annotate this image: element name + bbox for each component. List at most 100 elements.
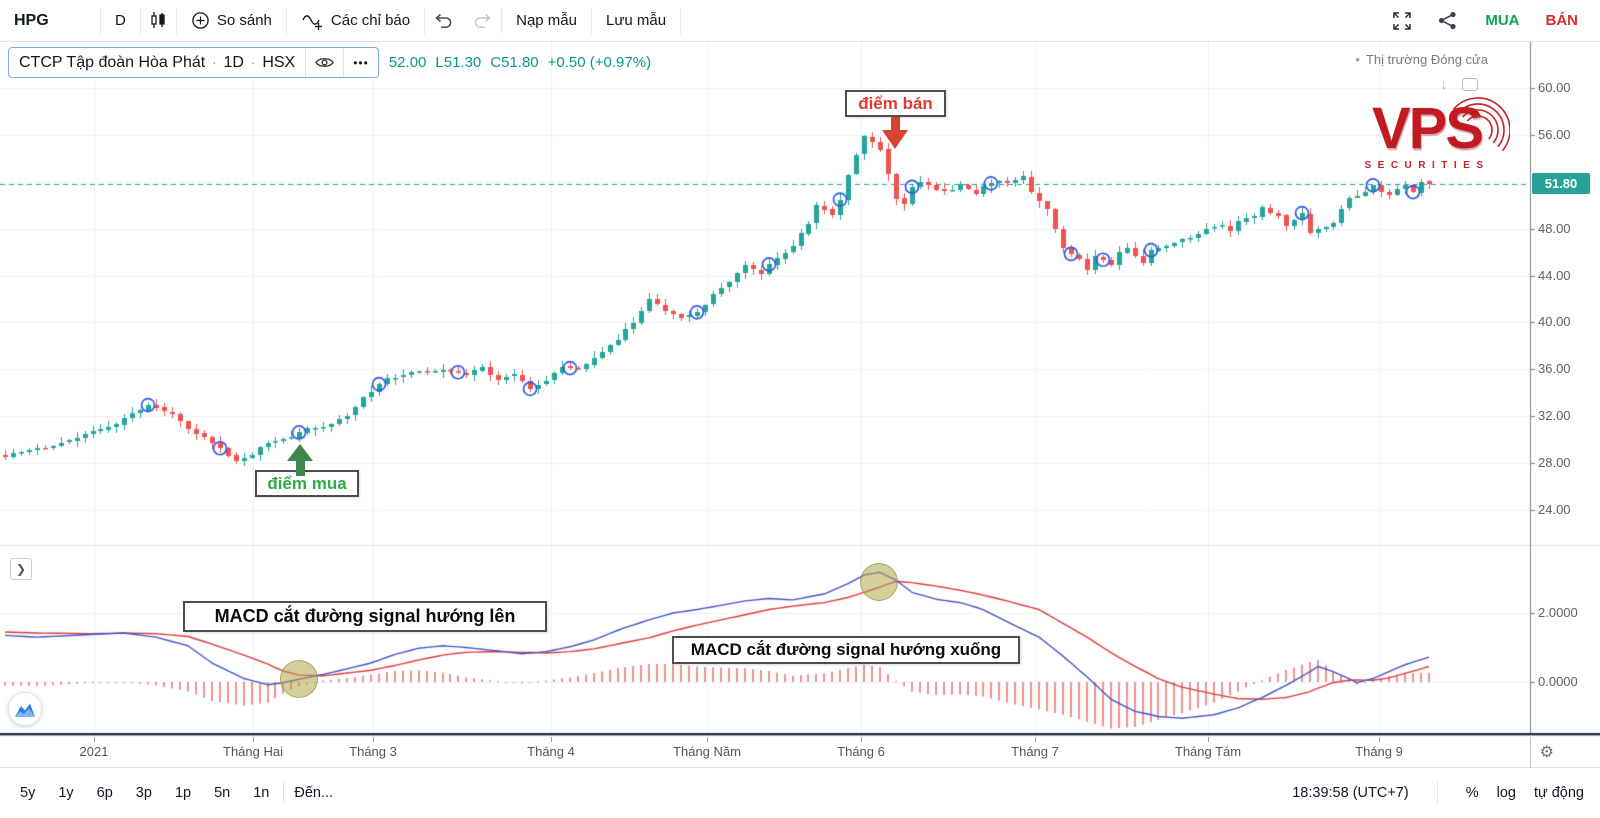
price-axis-label: 32.00: [1538, 408, 1571, 424]
ohlc-value: C51.80: [490, 54, 539, 71]
jump-to-recent-icon[interactable]: ↓: [1440, 76, 1448, 93]
auto-scale-button[interactable]: tự động: [1533, 785, 1584, 801]
indicators-label: Các chỉ báo: [330, 12, 411, 29]
range-button-5n[interactable]: 5n: [214, 785, 231, 801]
interval-label: D: [115, 12, 126, 29]
range-button-3p[interactable]: 3p: [135, 785, 152, 801]
macd-axis-label: 0.0000: [1538, 674, 1578, 689]
macd-cross-up-callout[interactable]: MACD cắt đường signal hướng lên: [183, 601, 547, 632]
sell-button[interactable]: BÁN: [1540, 0, 1585, 42]
legend-row: CTCP Tập đoàn Hòa Phát · 1D · HSX ••• 52…: [8, 47, 651, 78]
buy-point-callout[interactable]: điểm mua: [255, 470, 359, 497]
toolbar-separator: [680, 7, 682, 34]
indicators-button[interactable]: Các chỉ báo: [287, 0, 424, 42]
last-price-badge: 51.80: [1532, 173, 1590, 195]
eye-icon: [315, 56, 334, 69]
month-tick: [551, 737, 552, 742]
macd-cross-up-highlight[interactable]: [280, 660, 318, 698]
ohlc-value: 52.00: [388, 54, 427, 71]
redo-icon: [471, 12, 493, 29]
fullscreen-icon: [1392, 11, 1412, 31]
save-template-button[interactable]: Lưu mẫu: [592, 0, 680, 42]
time-axis[interactable]: 2021 Tháng Hai Tháng 3 Tháng 4 Tháng Năm Thán…: [0, 737, 1600, 768]
month-label: Tháng 3: [349, 744, 397, 759]
toolbar-separator: [100, 7, 101, 34]
month-label: Tháng Năm: [673, 744, 741, 759]
macd-cross-down-callout[interactable]: MACD cắt đường signal hướng xuống: [672, 636, 1020, 664]
month-label: Tháng 7: [1011, 744, 1059, 759]
visibility-toggle[interactable]: [305, 48, 343, 77]
price-axis-label: 28.00: [1538, 455, 1571, 471]
toolbar-right-group: MUA BÁN: [1384, 0, 1600, 42]
redo-button[interactable]: [463, 0, 501, 42]
sell-point-callout[interactable]: điểm bán: [845, 90, 946, 117]
legend-sep: ·: [212, 55, 217, 70]
chart-region: CTCP Tập đoàn Hòa Phát · 1D · HSX ••• 52…: [0, 42, 1600, 737]
goto-date-button[interactable]: Đến...: [294, 785, 334, 801]
buy-button[interactable]: MUA: [1475, 0, 1529, 42]
clock-label[interactable]: 18:39:58 (UTC+7): [1292, 785, 1409, 801]
compare-button[interactable]: So sánh: [177, 0, 286, 42]
range-button-1n[interactable]: 1n: [253, 785, 270, 801]
price-axis-label: 60.00: [1538, 80, 1571, 95]
toolbar-separator: [501, 7, 503, 34]
price-axis-label: 44.00: [1538, 267, 1571, 283]
legend-more-button[interactable]: •••: [343, 48, 378, 77]
interval-button[interactable]: D: [101, 0, 140, 42]
pane-maximize-icon[interactable]: [1462, 78, 1478, 91]
range-button-1p[interactable]: 1p: [174, 785, 192, 801]
range-button-5y[interactable]: 5y: [20, 785, 36, 801]
month-tick: [1379, 737, 1380, 742]
fullscreen-button[interactable]: [1384, 0, 1420, 42]
ohlc-values: 52.00 L51.30 C51.80 +0.50 (+0.97%): [389, 54, 651, 71]
price-axis-label: 24.00: [1538, 501, 1571, 517]
undo-button[interactable]: [425, 0, 463, 42]
pane-collapse-button[interactable]: ❯: [10, 558, 32, 580]
percent-scale-button[interactable]: %: [1465, 785, 1479, 801]
sell-arrow-icon[interactable]: [882, 117, 909, 150]
toolbar-separator: [424, 7, 426, 34]
symbol-button[interactable]: HPG: [0, 0, 100, 42]
toolbar-separator: [139, 7, 141, 34]
status-dot-icon: •: [1355, 52, 1360, 67]
month-label: 2021: [79, 744, 109, 759]
price-axis-label: 36.00: [1538, 361, 1571, 377]
month-label: Tháng 4: [527, 744, 575, 759]
chevron-right-icon: ❯: [15, 562, 27, 576]
log-scale-button[interactable]: log: [1496, 785, 1516, 801]
ohlc-value: +0.50 (+0.97%): [547, 54, 652, 71]
legend-main: CTCP Tập đoàn Hòa Phát · 1D · HSX: [9, 54, 305, 72]
range-button-1y[interactable]: 1y: [58, 785, 74, 801]
legend-exchange: HSX: [262, 53, 296, 71]
compare-plus-icon: [191, 11, 210, 30]
legend-interval: 1D: [223, 53, 244, 71]
footer-separator: [1436, 782, 1438, 804]
month-label: Tháng Tám: [1174, 744, 1242, 759]
chart-style-button[interactable]: [141, 0, 176, 42]
macd-cross-down-highlight[interactable]: [860, 563, 898, 601]
market-status: • Thị trường Đóng cửa: [1355, 52, 1488, 67]
axis-corner-divider: [1530, 737, 1531, 768]
load-template-button[interactable]: Nạp mẫu: [502, 0, 591, 42]
month-tick: [861, 737, 862, 742]
share-button[interactable]: [1430, 0, 1465, 42]
range-button-6p[interactable]: 6p: [96, 785, 113, 801]
month-label: Tháng 9: [1355, 744, 1403, 759]
macd-axis-label: 2.0000: [1538, 605, 1578, 620]
footer-separator: [283, 782, 285, 804]
object-tree-button[interactable]: [8, 692, 42, 726]
gear-icon[interactable]: ⚙: [1539, 744, 1554, 761]
month-tick: [373, 737, 374, 742]
legend-box[interactable]: CTCP Tập đoàn Hòa Phát · 1D · HSX •••: [8, 47, 379, 78]
footer-toolbar: 5y 1y 6p 3p 1p 5n 1n Đến... 18:39:58 (UTC+7) %…: [0, 768, 1600, 818]
price-axis-label: 48.00: [1538, 220, 1571, 236]
month-tick: [1035, 737, 1036, 742]
compare-label: So sánh: [216, 12, 272, 29]
buy-label: MUA: [1485, 12, 1520, 29]
month-tick: [253, 737, 254, 742]
month-label: Tháng 6: [837, 744, 885, 759]
indicators-icon: [301, 11, 324, 31]
vps-logo: VPS SECURITIES: [1352, 97, 1510, 171]
buy-arrow-icon[interactable]: [287, 444, 314, 476]
